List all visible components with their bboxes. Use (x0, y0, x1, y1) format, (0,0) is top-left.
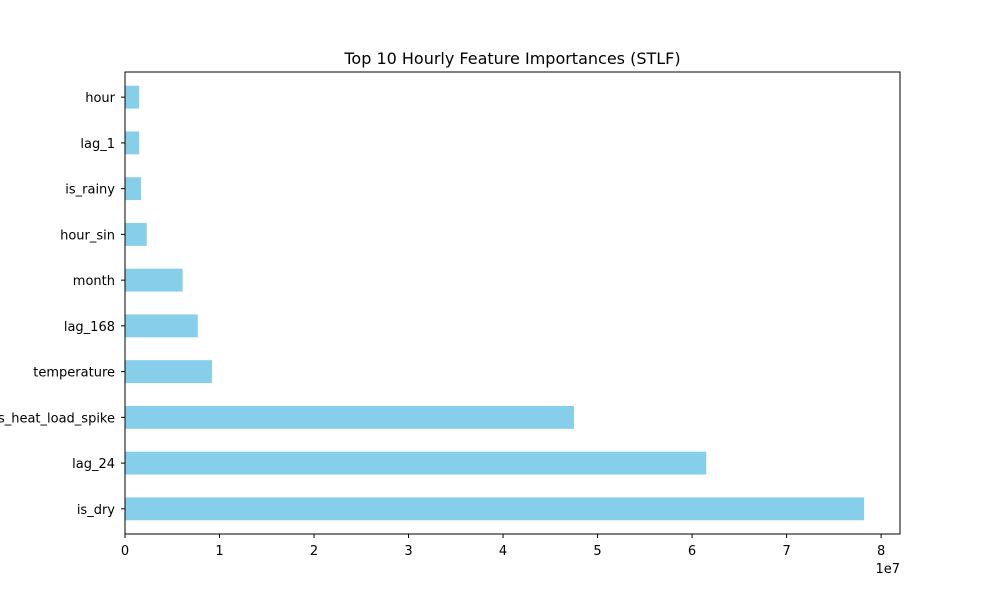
y-tick-label: lag_168 (64, 320, 115, 335)
x-tick-label: 3 (404, 544, 412, 559)
x-tick-label: 7 (782, 544, 790, 559)
x-axis: 0 1 2 3 4 5 6 7 8 (121, 534, 885, 559)
y-tick-label: is_heat_load_spike (0, 411, 115, 426)
bar-hour (125, 85, 140, 109)
bar-temperature (125, 360, 212, 384)
x-axis-scale-label: 1e7 (875, 562, 900, 577)
x-tick-label: 0 (121, 544, 129, 559)
bar-lag_24 (125, 451, 707, 475)
y-tick-label: hour_sin (60, 228, 115, 243)
chart-title: Top 10 Hourly Feature Importances (STLF) (343, 49, 680, 68)
y-tick-label: lag_1 (80, 137, 115, 152)
x-tick-label: 4 (499, 544, 507, 559)
bar-hour_sin (125, 222, 147, 246)
bars-layer (125, 85, 865, 521)
y-tick-label: month (73, 274, 115, 289)
y-tick-label: temperature (33, 366, 115, 381)
bar-lag_1 (125, 131, 140, 155)
bar-lag_168 (125, 314, 198, 338)
bar-month (125, 268, 183, 292)
y-tick-label: hour (85, 91, 115, 106)
x-tick-label: 8 (877, 544, 885, 559)
x-tick-label: 6 (688, 544, 696, 559)
x-tick-label: 2 (310, 544, 318, 559)
y-tick-label: is_rainy (65, 183, 115, 198)
bar-is_dry (125, 497, 865, 521)
x-tick-label: 5 (593, 544, 601, 559)
y-tick-label: is_dry (77, 503, 115, 518)
plot-frame (124, 71, 901, 535)
y-tick-label: lag_24 (72, 457, 115, 472)
bar-is_rainy (125, 177, 142, 201)
bar-is_heat_load_spike (125, 405, 574, 429)
x-tick-label: 1 (215, 544, 223, 559)
